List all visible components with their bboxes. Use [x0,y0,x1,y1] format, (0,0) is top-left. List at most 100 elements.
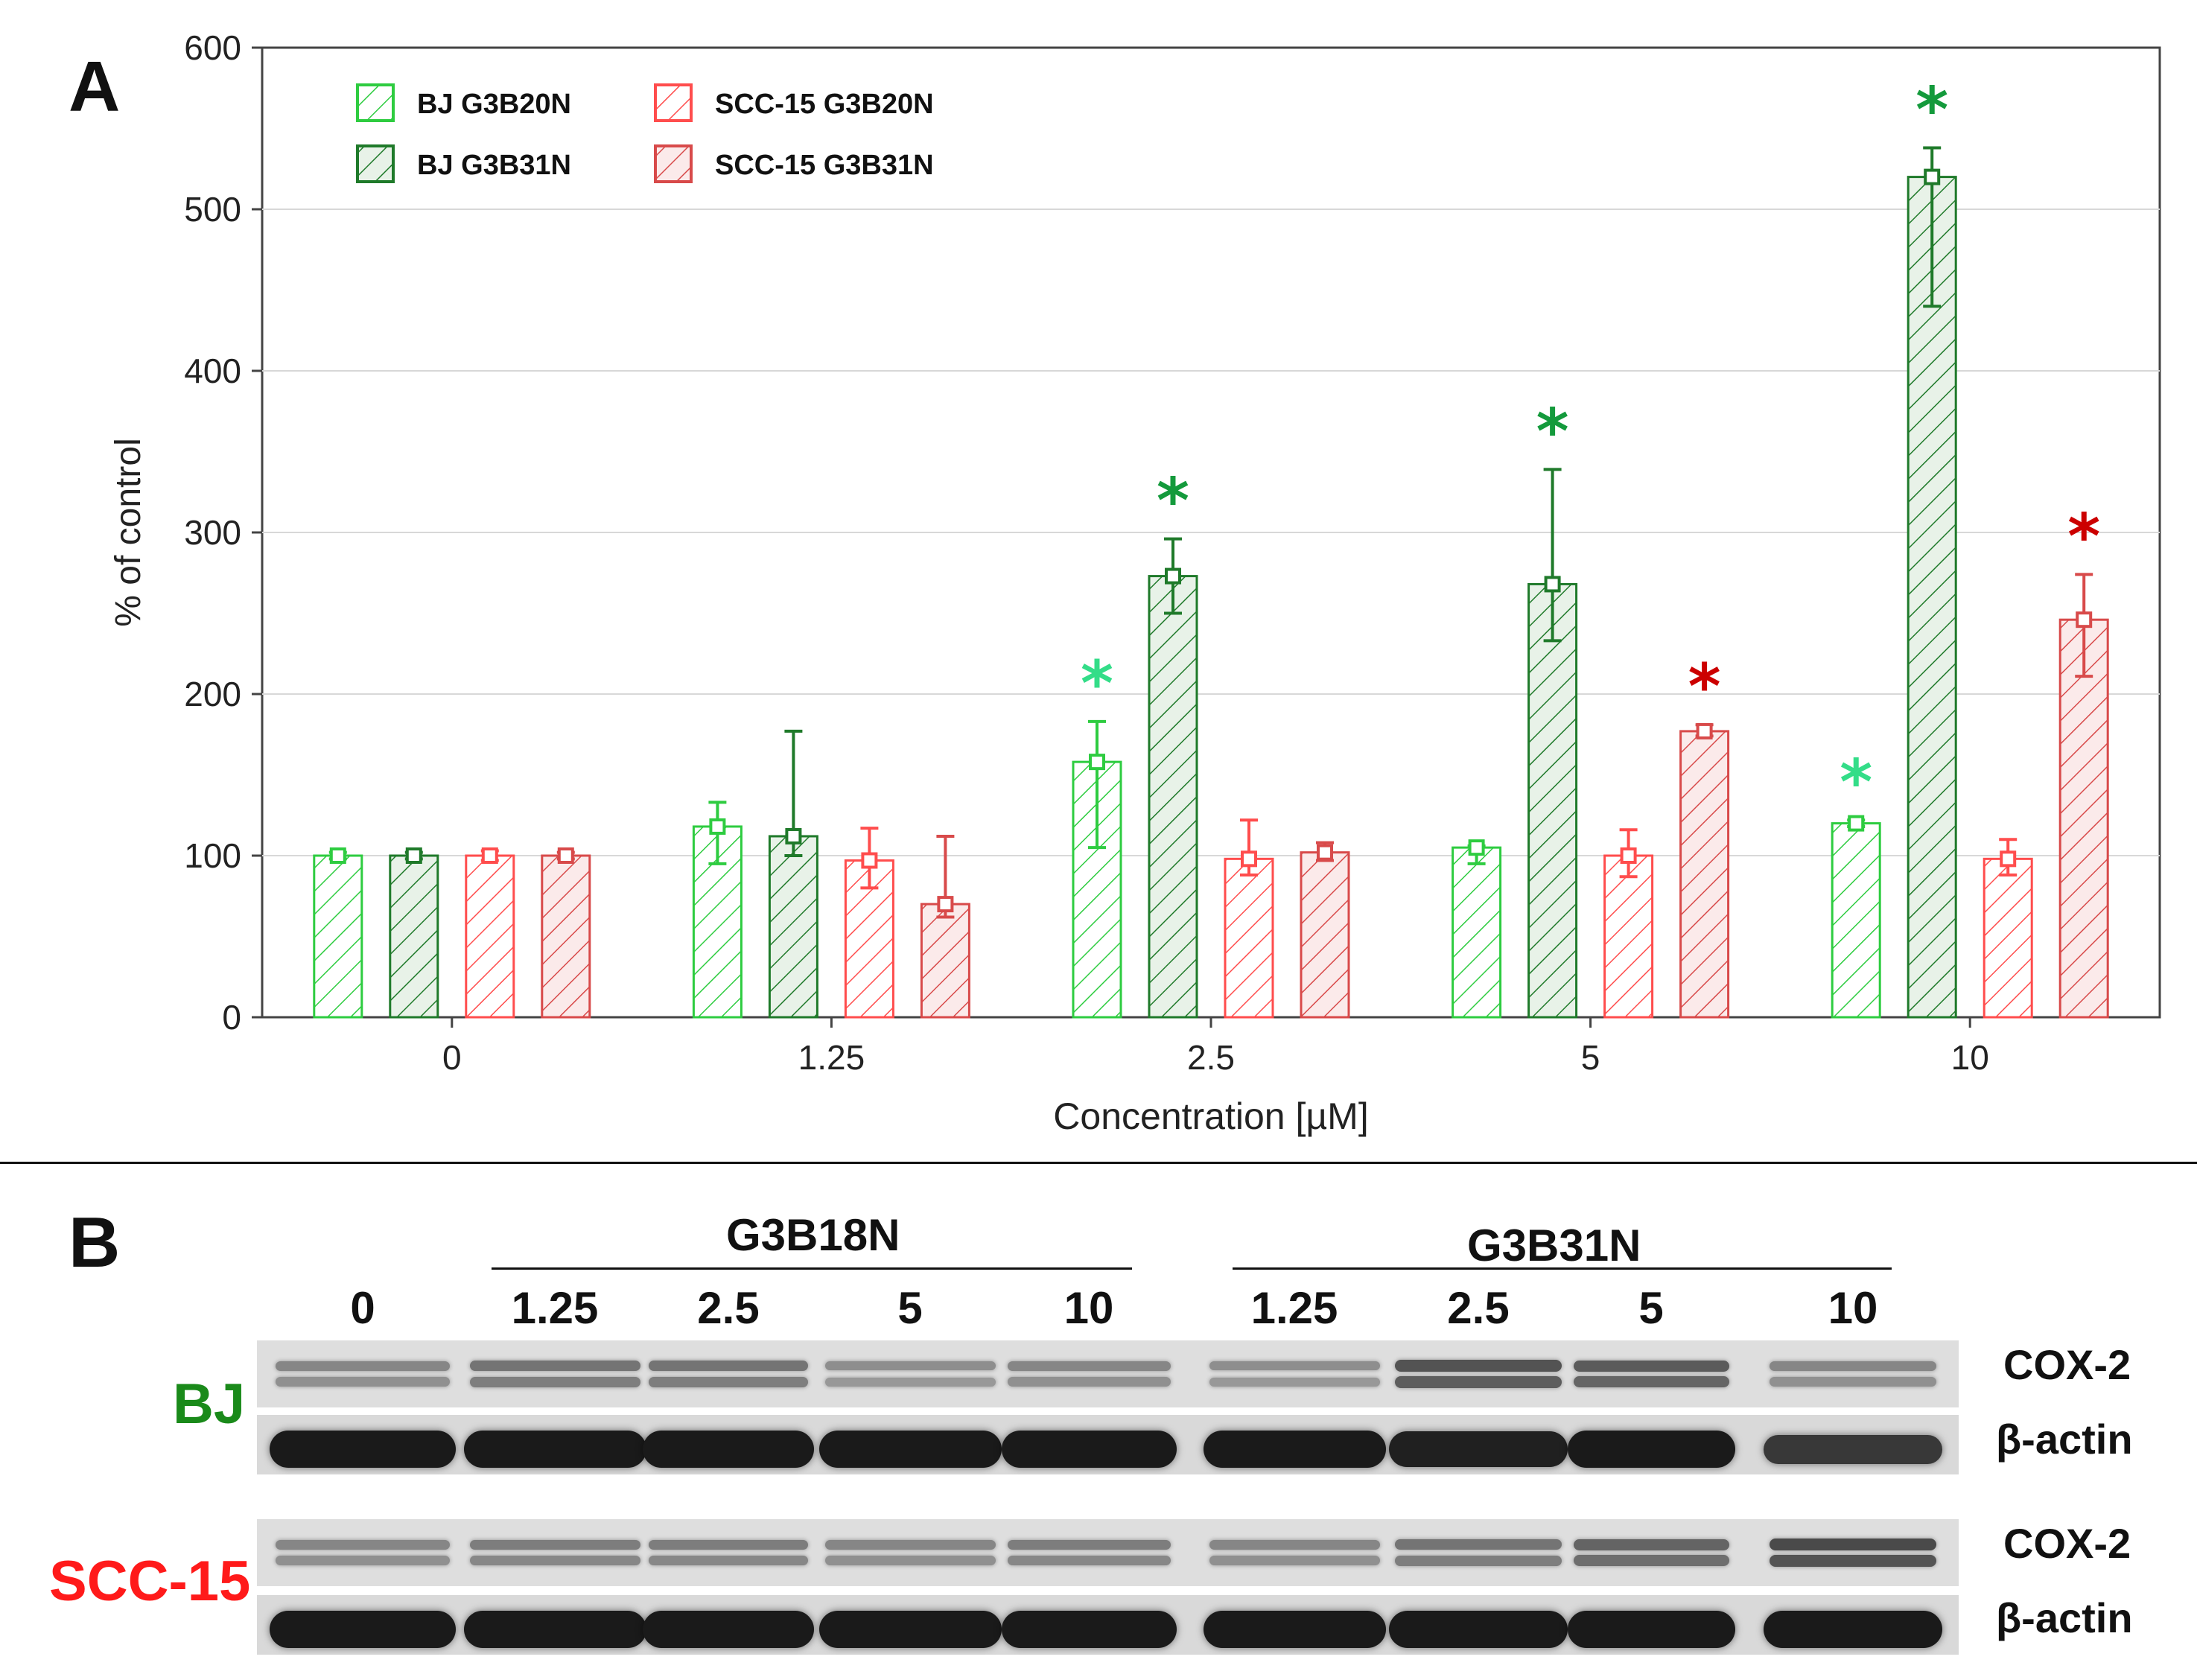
significance-stars: * * * * * * * [1081,74,2100,819]
error-bar [1923,146,1942,308]
error-bars [328,146,2093,919]
bar [1452,846,1502,1019]
legend-label: BJ G3B20N [417,89,571,120]
x-tick-label: 1.25 [798,1038,865,1077]
x-tick-label: 2.5 [1187,1038,1235,1077]
lane-label: 1.25 [511,1283,599,1333]
bar [1603,854,1654,1019]
blot-band [649,1377,808,1387]
blot-band [1007,1540,1171,1550]
blot-band [1395,1556,1562,1566]
blot-row [257,1340,1959,1407]
blot-band [1395,1376,1562,1388]
error-bar [1847,815,1866,832]
blot-band [1007,1556,1171,1565]
cell-label-scc15: SCC-15 [49,1550,251,1613]
y-tick-label: 0 [222,998,241,1037]
legend-item: BJ G3B20N [356,83,571,122]
blot-band [1395,1360,1562,1372]
grid-lines [262,209,2160,856]
legend-swatch [654,83,693,122]
significance-star: * [1840,745,1872,818]
blot-band [276,1540,450,1550]
blot-band [1567,1611,1735,1648]
blot-band [469,1556,640,1565]
error-bar [480,847,499,864]
legend-swatch [654,144,693,183]
blot-band [649,1540,808,1550]
y-tick-label: 400 [184,351,241,390]
lane-label: 5 [897,1283,923,1333]
error-bar [860,827,879,890]
blot-band [818,1611,1002,1648]
blot-band [463,1611,646,1648]
blot-band [1770,1539,1936,1550]
blot-band [1573,1539,1729,1550]
blot-row [257,1519,1959,1586]
panel-divider [0,1162,2197,1164]
blot-band [270,1431,456,1468]
blot-band [469,1540,640,1550]
bar [541,854,591,1019]
blot-row [257,1595,1959,1655]
blot-band [643,1431,814,1468]
lane-label: 10 [1828,1283,1878,1333]
blot-band [1770,1361,1936,1371]
blot-band [276,1556,450,1565]
bar [1679,730,1730,1019]
protein-label-bj-cox2: COX-2 [2003,1341,2131,1388]
bar [465,854,515,1019]
group-label-g3b18n: G3B18N [726,1210,900,1260]
lane-label: 0 [350,1283,375,1333]
significance-star: * [1081,647,1113,720]
protein-label-bj-actin: β-actin [1996,1416,2133,1463]
group-label-g3b31n: G3B31N [1467,1221,1641,1270]
blot-band [1007,1377,1171,1387]
blot-band [1203,1431,1386,1468]
error-bar [1543,468,1562,643]
blot-band [1203,1611,1386,1648]
blot-band [1770,1555,1936,1567]
blot-band [818,1431,1002,1468]
bar [1831,822,1881,1019]
legend: BJ G3B20N BJ G3B31N SCC-15 G3B20N SCC-15 G3… [356,83,934,183]
blot-band [1573,1555,1729,1566]
blot-band [1209,1540,1380,1550]
y-tick-label: 600 [184,28,241,67]
blot-band [463,1431,646,1468]
x-axis-ticks: 0 1.25 2.5 5 10 [442,1017,1989,1077]
error-bar [1695,722,1714,739]
legend-label: SCC-15 G3B20N [715,89,934,120]
y-tick-label: 100 [184,836,241,875]
x-tick-label: 0 [442,1038,462,1077]
blot-band [1209,1378,1380,1387]
bar [1983,857,2033,1019]
blot-band [643,1611,814,1648]
blot-band [1573,1376,1729,1387]
y-tick-label: 300 [184,513,241,552]
x-tick-label: 10 [1951,1038,1989,1077]
error-bar [1240,818,1258,877]
significance-star: * [1536,395,1569,468]
error-bar [328,847,347,864]
error-bar [784,729,803,857]
blot-band [824,1540,996,1550]
blot-band [1209,1556,1380,1565]
blot-band [824,1361,996,1370]
significance-star: * [1915,74,1948,147]
error-bar [2075,573,2093,678]
bar [1224,857,1274,1019]
error-bar [556,847,575,864]
blot-band [649,1361,808,1371]
error-bar [1467,839,1486,865]
blot-band [276,1377,450,1387]
lane-label: 1.25 [1250,1283,1338,1333]
cell-label-bj: BJ [173,1372,246,1436]
blot-band [276,1361,450,1371]
blot-band [469,1377,640,1387]
panel-b-letter: B [69,1203,121,1282]
blot-band [1001,1611,1177,1648]
error-bar [404,847,423,864]
bar [2058,618,2109,1019]
blot-band [824,1378,996,1387]
